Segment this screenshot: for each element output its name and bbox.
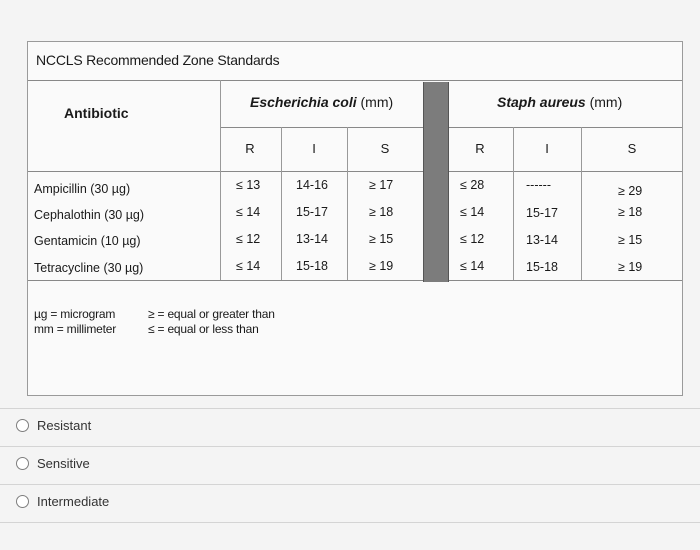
antibiotic-header: Antibiotic bbox=[64, 105, 129, 121]
table-title: NCCLS Recommended Zone Standards bbox=[36, 52, 280, 68]
table-cell: ≥ 29 bbox=[618, 184, 643, 198]
table-cell: ≤ 12 bbox=[236, 232, 261, 246]
table-cell: ≥ 19 bbox=[618, 260, 643, 274]
zone-standards-table-image: NCCLS Recommended Zone Standards Antibio… bbox=[27, 41, 683, 396]
option-label: Intermediate bbox=[37, 494, 110, 509]
table-cell: 15-18 bbox=[526, 260, 558, 274]
table-cell: ≥ 18 bbox=[369, 205, 394, 219]
table-cell: 14-16 bbox=[296, 178, 328, 192]
ecoli-s-header: S bbox=[380, 141, 390, 156]
table-cell: 15-18 bbox=[296, 259, 328, 273]
option-label: Sensitive bbox=[37, 456, 90, 471]
table-cell: ≥ 15 bbox=[369, 232, 394, 246]
table-cell: ≥ 15 bbox=[618, 233, 643, 247]
row-antibiotic-name: Gentamicin (10 µg) bbox=[34, 234, 141, 248]
table-cell: ≤ 28 bbox=[460, 178, 485, 192]
row-antibiotic-name: Tetracycline (30 µg) bbox=[34, 261, 144, 275]
row-antibiotic-name: Ampicillin (30 µg) bbox=[34, 182, 131, 196]
table-cell: 13-14 bbox=[526, 233, 558, 247]
table-cell: ≤ 12 bbox=[460, 232, 485, 246]
legend-units: µg = microgram mm = millimeter bbox=[34, 307, 117, 336]
legend-symbols: ≥ = equal or greater than ≤ = equal or l… bbox=[148, 307, 275, 336]
table-cell: ≤ 14 bbox=[460, 259, 485, 273]
option-label: Resistant bbox=[37, 418, 92, 433]
ecoli-header: Escherichia coli (mm) bbox=[250, 94, 394, 110]
table-cell: ≤ 14 bbox=[460, 205, 485, 219]
table-cell: 13-14 bbox=[296, 232, 328, 246]
option-sensitive[interactable]: Sensitive bbox=[16, 456, 90, 471]
staph-r-header: R bbox=[475, 141, 485, 156]
radio-button[interactable] bbox=[16, 419, 29, 432]
row-antibiotic-name: Cephalothin (30 µg) bbox=[34, 208, 145, 222]
ecoli-i-header: I bbox=[312, 141, 316, 156]
table-cell: 15-17 bbox=[526, 206, 558, 220]
table-cell: ≤ 14 bbox=[236, 205, 261, 219]
table-cell: 15-17 bbox=[296, 205, 328, 219]
table-cell: ≥ 17 bbox=[369, 178, 394, 192]
table-cell: ≤ 13 bbox=[236, 178, 261, 192]
ecoli-r-header: R bbox=[245, 141, 255, 156]
staph-header: Staph aureus (mm) bbox=[497, 94, 623, 110]
table-column-divider bbox=[423, 82, 449, 282]
staph-i-header: I bbox=[545, 141, 549, 156]
table-cell: ≥ 19 bbox=[369, 259, 394, 273]
table-cell: ≤ 14 bbox=[236, 259, 261, 273]
staph-s-header: S bbox=[627, 141, 637, 156]
radio-button[interactable] bbox=[16, 495, 29, 508]
radio-button[interactable] bbox=[16, 457, 29, 470]
option-intermediate[interactable]: Intermediate bbox=[16, 494, 109, 509]
option-resistant[interactable]: Resistant bbox=[16, 418, 91, 433]
table-cell: ≥ 18 bbox=[618, 205, 643, 219]
table-cell: ------ bbox=[526, 178, 551, 192]
